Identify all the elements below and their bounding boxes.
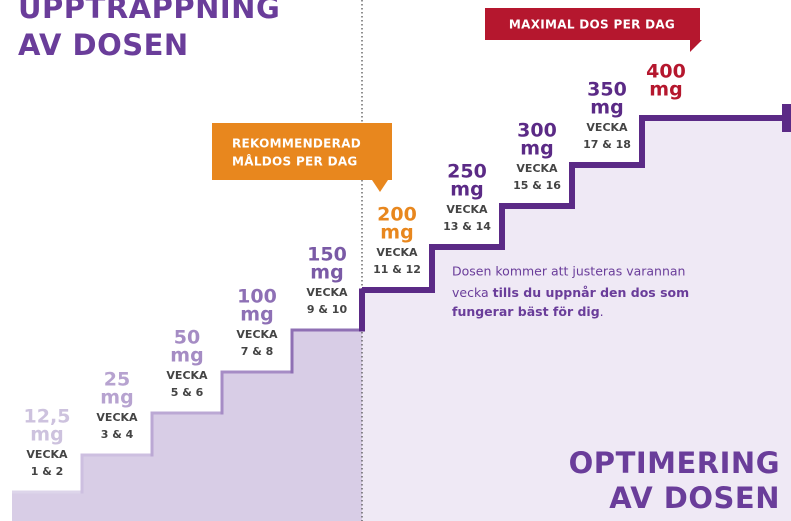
optimization-area	[362, 118, 791, 521]
dose-value: 250	[447, 161, 487, 183]
week-label: VECKA	[166, 369, 208, 382]
dose-value: 12,5	[24, 406, 71, 428]
callout-box	[485, 8, 700, 40]
info-text-part: vecka	[452, 285, 493, 300]
dose-unit: mg	[590, 97, 623, 119]
callout-text: MAXIMAL DOS PER DAG	[509, 18, 675, 32]
recommended-callout: REKOMMENDERAD MÅLDOS PER DAG	[212, 123, 392, 192]
dose-unit: mg	[380, 222, 413, 244]
info-text-part: .	[600, 304, 604, 319]
info-text-bold: tills du uppnår den dos som	[493, 285, 690, 300]
week-numbers: 17 & 18	[583, 138, 631, 151]
info-text: fungerar bäst för dig.	[452, 304, 604, 319]
week-numbers: 11 & 12	[373, 263, 421, 276]
week-numbers: 5 & 6	[171, 386, 204, 399]
week-numbers: 1 & 2	[31, 465, 64, 478]
dose-value: 350	[587, 79, 627, 101]
dose-unit: mg	[100, 387, 133, 409]
callout-pointer	[690, 40, 702, 52]
dose-unit: mg	[240, 304, 273, 326]
dose-value: 100	[237, 286, 277, 308]
dose-value: 300	[517, 120, 557, 142]
week-numbers: 13 & 14	[443, 220, 491, 233]
week-label: VECKA	[236, 328, 278, 341]
phase-title-line-2: AV DOSEN	[609, 481, 780, 515]
dose-value: 200	[377, 204, 417, 226]
callout-text: MÅLDOS PER DAG	[232, 154, 358, 169]
dose-value: 25	[104, 369, 130, 391]
callout-text: REKOMMENDERAD	[232, 137, 361, 151]
dose-value: 50	[174, 327, 200, 349]
info-text-bold: fungerar bäst för dig	[452, 304, 600, 319]
callout-box	[212, 123, 392, 180]
maximum-callout: MAXIMAL DOS PER DAG	[485, 8, 702, 52]
dose-unit: mg	[310, 262, 343, 284]
dose-unit: mg	[170, 345, 203, 367]
callout-pointer	[372, 180, 388, 192]
title-line-2: AV DOSEN	[18, 28, 189, 62]
info-text: Dosen kommer att justeras varannan	[452, 264, 685, 279]
week-label: VECKA	[376, 246, 418, 259]
week-numbers: 15 & 16	[513, 179, 561, 192]
dose-value: 400	[646, 61, 686, 83]
week-label: VECKA	[26, 448, 68, 461]
week-numbers: 9 & 10	[307, 303, 348, 316]
week-label: VECKA	[96, 411, 138, 424]
dose-unit: mg	[30, 424, 63, 446]
dose-unit: mg	[450, 179, 483, 201]
dose-unit: mg	[520, 138, 553, 160]
week-numbers: 3 & 4	[101, 428, 134, 441]
stair-arrow	[782, 104, 791, 132]
week-label: VECKA	[516, 162, 558, 175]
week-label: VECKA	[446, 203, 488, 216]
week-label: VECKA	[306, 286, 348, 299]
dose-unit: mg	[649, 79, 682, 101]
phase-title-line-1: OPTIMERING	[569, 446, 780, 480]
week-label: VECKA	[586, 121, 628, 134]
week-numbers: 7 & 8	[241, 345, 274, 358]
escalation-area	[12, 330, 362, 521]
info-text: vecka tills du uppnår den dos som	[452, 285, 689, 300]
title-line-1: UPPTRAPPNING	[18, 0, 280, 25]
dose-value: 150	[307, 244, 347, 266]
